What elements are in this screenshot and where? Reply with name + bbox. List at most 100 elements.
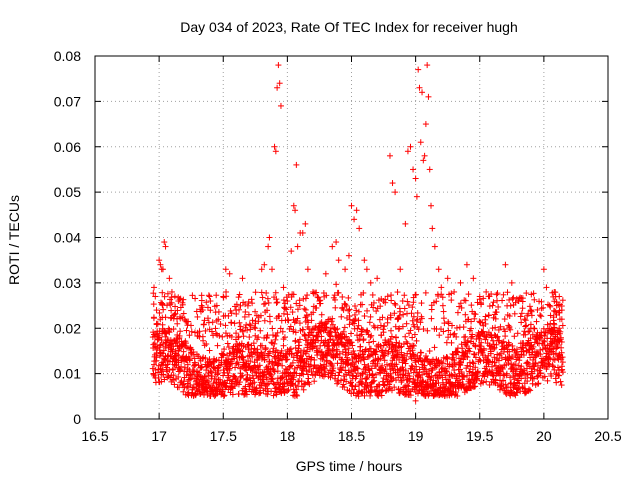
data-point <box>224 340 231 347</box>
data-point <box>251 345 258 352</box>
data-point <box>341 384 348 391</box>
data-point <box>275 62 282 69</box>
data-point <box>511 333 518 340</box>
data-point <box>220 293 227 300</box>
data-point <box>265 243 272 250</box>
data-point <box>268 266 275 273</box>
data-point <box>411 331 418 338</box>
data-point <box>340 328 347 335</box>
data-point <box>150 301 157 308</box>
data-point <box>537 312 544 319</box>
data-point <box>346 306 353 313</box>
data-point <box>352 383 359 390</box>
data-point <box>406 330 413 337</box>
data-point <box>239 348 246 355</box>
data-point <box>558 382 565 389</box>
data-point <box>198 363 205 370</box>
data-point <box>215 367 222 374</box>
data-point <box>296 342 303 349</box>
data-point <box>392 189 399 196</box>
data-point <box>303 368 310 375</box>
data-point <box>374 275 381 282</box>
data-point <box>414 309 421 316</box>
data-point <box>342 266 349 273</box>
data-point <box>165 373 172 380</box>
data-point <box>205 292 212 299</box>
x-tick-labels: 16.5 17 17.5 18 18.5 19 19.5 20 20.5 <box>81 428 621 444</box>
data-point <box>229 391 236 398</box>
data-point <box>207 298 214 305</box>
data-point <box>225 372 232 379</box>
y-tick-label: 0.08 <box>54 48 81 64</box>
data-point <box>490 299 497 306</box>
data-point <box>298 378 305 385</box>
data-point <box>176 384 183 391</box>
data-point <box>177 328 184 335</box>
data-point <box>255 334 262 341</box>
data-point <box>284 356 291 363</box>
data-point <box>333 281 340 288</box>
data-point <box>361 356 368 363</box>
x-tick-label: 20 <box>536 428 552 444</box>
data-point <box>404 310 411 317</box>
data-point <box>553 345 560 352</box>
chart-title: Day 034 of 2023, Rate Of TEC Index for r… <box>180 19 517 35</box>
data-point <box>258 289 265 296</box>
data-point <box>271 353 278 360</box>
data-point <box>465 291 472 298</box>
data-point <box>523 322 530 329</box>
data-point <box>251 379 258 386</box>
data-point <box>262 345 269 352</box>
data-point <box>322 270 329 277</box>
data-point <box>412 175 419 182</box>
data-point <box>294 315 301 322</box>
data-point <box>362 375 369 382</box>
data-point <box>192 361 199 368</box>
data-point <box>355 317 362 324</box>
data-point <box>285 386 292 393</box>
data-point <box>559 297 566 304</box>
data-point <box>270 380 277 387</box>
data-point <box>296 297 303 304</box>
data-point <box>523 290 530 297</box>
data-point <box>272 148 279 155</box>
data-point <box>362 369 369 376</box>
data-point <box>306 381 313 388</box>
data-point <box>233 307 240 314</box>
data-point <box>271 368 278 375</box>
data-point <box>399 298 406 305</box>
data-point <box>249 353 256 360</box>
data-point <box>221 392 228 399</box>
data-point <box>287 363 294 370</box>
data-point <box>275 361 282 368</box>
data-point <box>232 364 239 371</box>
data-point <box>348 202 355 209</box>
x-tick-label: 19.5 <box>466 428 493 444</box>
data-point <box>250 340 257 347</box>
data-point <box>296 336 303 343</box>
data-point <box>243 391 250 398</box>
data-point <box>345 345 352 352</box>
data-point <box>249 317 256 324</box>
data-point <box>235 334 242 341</box>
data-point <box>204 378 211 385</box>
data-point <box>234 359 241 366</box>
data-point <box>493 291 500 298</box>
data-point <box>206 293 213 300</box>
data-point <box>327 374 334 381</box>
data-point <box>261 317 268 324</box>
data-point <box>277 102 284 109</box>
data-point <box>428 306 435 313</box>
data-point <box>367 313 374 320</box>
data-point <box>250 375 257 382</box>
data-point <box>325 339 332 346</box>
data-point <box>246 334 253 341</box>
data-point <box>153 350 160 357</box>
data-point <box>255 366 262 373</box>
data-point <box>301 381 308 388</box>
data-point <box>259 342 266 349</box>
data-point <box>284 388 291 395</box>
data-point <box>426 166 433 173</box>
data-point <box>231 373 238 380</box>
